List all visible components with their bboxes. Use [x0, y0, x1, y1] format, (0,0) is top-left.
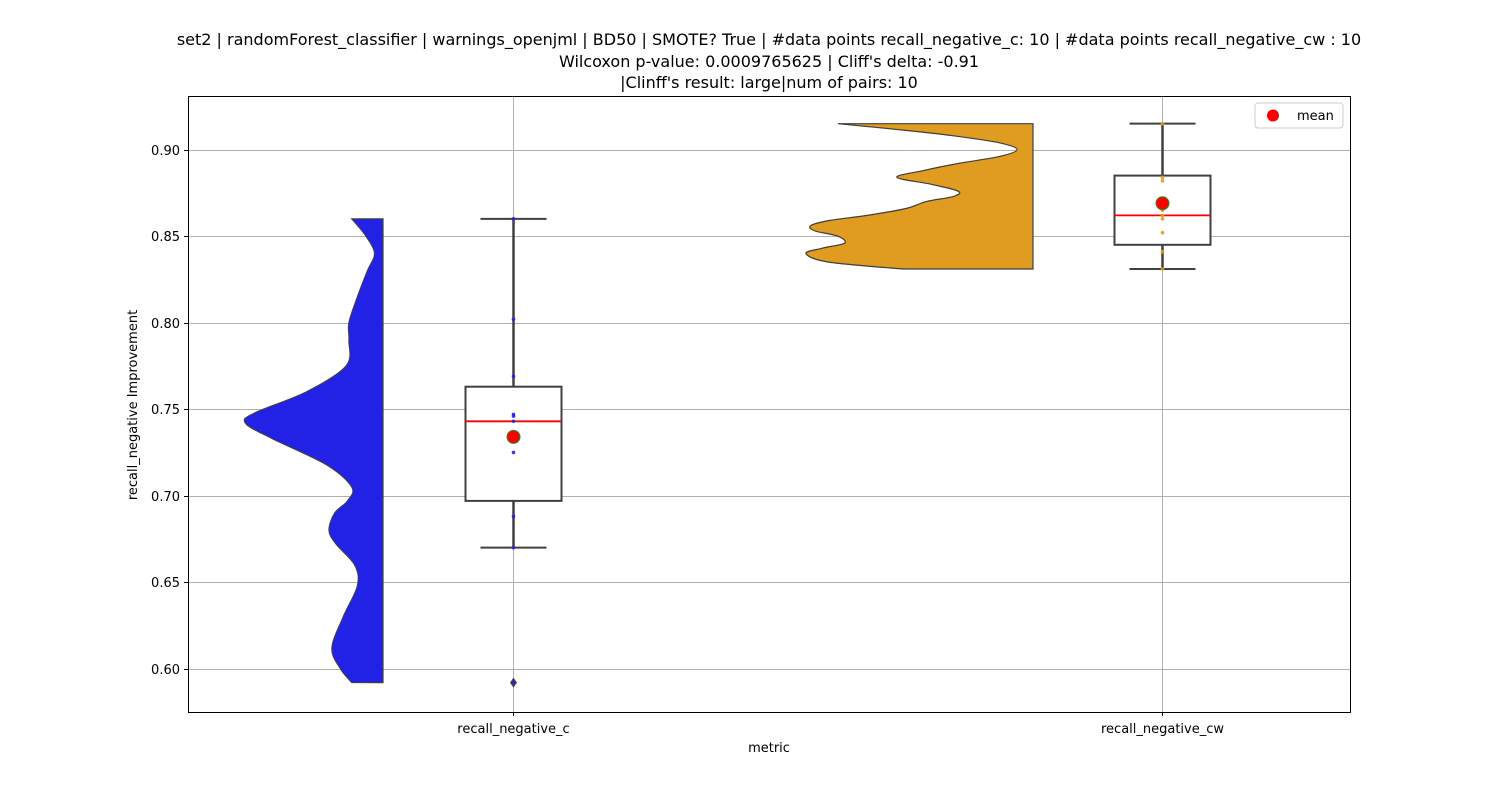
violin-recall_negative_cw — [805, 123, 1034, 270]
data-point-recall_negative_cw — [1160, 230, 1165, 235]
data-point-recall_negative_cw — [1160, 217, 1165, 221]
x-axis-label: metric — [748, 741, 790, 756]
data-point-recall_negative_cw — [1160, 178, 1165, 183]
data-point-recall_negative_c — [511, 680, 516, 685]
y-tick-label: 0.85 — [151, 230, 180, 245]
data-point-recall_negative_cw — [1160, 175, 1165, 180]
boxplots — [464, 122, 1212, 688]
data-point-recall_negative_c — [511, 374, 516, 379]
y-tick-label: 0.60 — [151, 663, 180, 678]
data-point-recall_negative_cw — [1160, 213, 1165, 218]
legend-label-mean: mean — [1297, 109, 1334, 124]
data-point-recall_negative_cw — [1160, 249, 1165, 254]
data-point-recall_negative_c — [511, 419, 516, 424]
x-tick-label: recall_negative_c — [457, 722, 569, 737]
y-tick-label: 0.75 — [151, 403, 180, 418]
chart-title-line-3: |Clinff's result: large|num of pairs: 10 — [620, 73, 918, 92]
y-tick-label: 0.65 — [151, 576, 180, 591]
chart-title-line-2: Wilcoxon p-value: 0.0009765625 | Cliff's… — [558, 52, 980, 71]
violin-recall_negative_c — [243, 218, 384, 684]
plot-frame — [188, 96, 1351, 713]
data-point-recall_negative_cw — [1160, 267, 1165, 271]
y-axis-label: recall_negative Improvement — [126, 310, 141, 500]
legend: mean — [1254, 102, 1344, 129]
data-point-recall_negative_c — [511, 514, 516, 519]
data-point-recall_negative_cw — [1160, 121, 1165, 126]
x-tick-label: recall_negative_cw — [1101, 722, 1224, 737]
mean-marker-recall_negative_c — [506, 429, 521, 444]
violins — [243, 123, 1034, 684]
data-point-recall_negative_c — [511, 450, 516, 455]
legend-mean-marker — [1267, 109, 1279, 122]
data-point-recall_negative_c — [511, 317, 516, 322]
data-point-recall_negative_c — [511, 217, 516, 221]
data-points — [506, 121, 1170, 685]
chart-title-line-1: set2 | randomForest_classifier | warning… — [176, 30, 1362, 49]
axes: 0.60 0.65 0.70 0.75 0.80 0.85 0.90 recall_negat… — [151, 144, 1224, 737]
legend-frame — [1254, 102, 1344, 129]
mean-marker-recall_negative_cw — [1155, 196, 1170, 211]
data-point-recall_negative_c — [511, 545, 516, 550]
data-point-recall_negative_c — [511, 412, 516, 417]
y-tick-label: 0.80 — [151, 317, 180, 332]
y-tick-label: 0.70 — [151, 490, 180, 505]
y-tick-label: 0.90 — [151, 144, 180, 159]
